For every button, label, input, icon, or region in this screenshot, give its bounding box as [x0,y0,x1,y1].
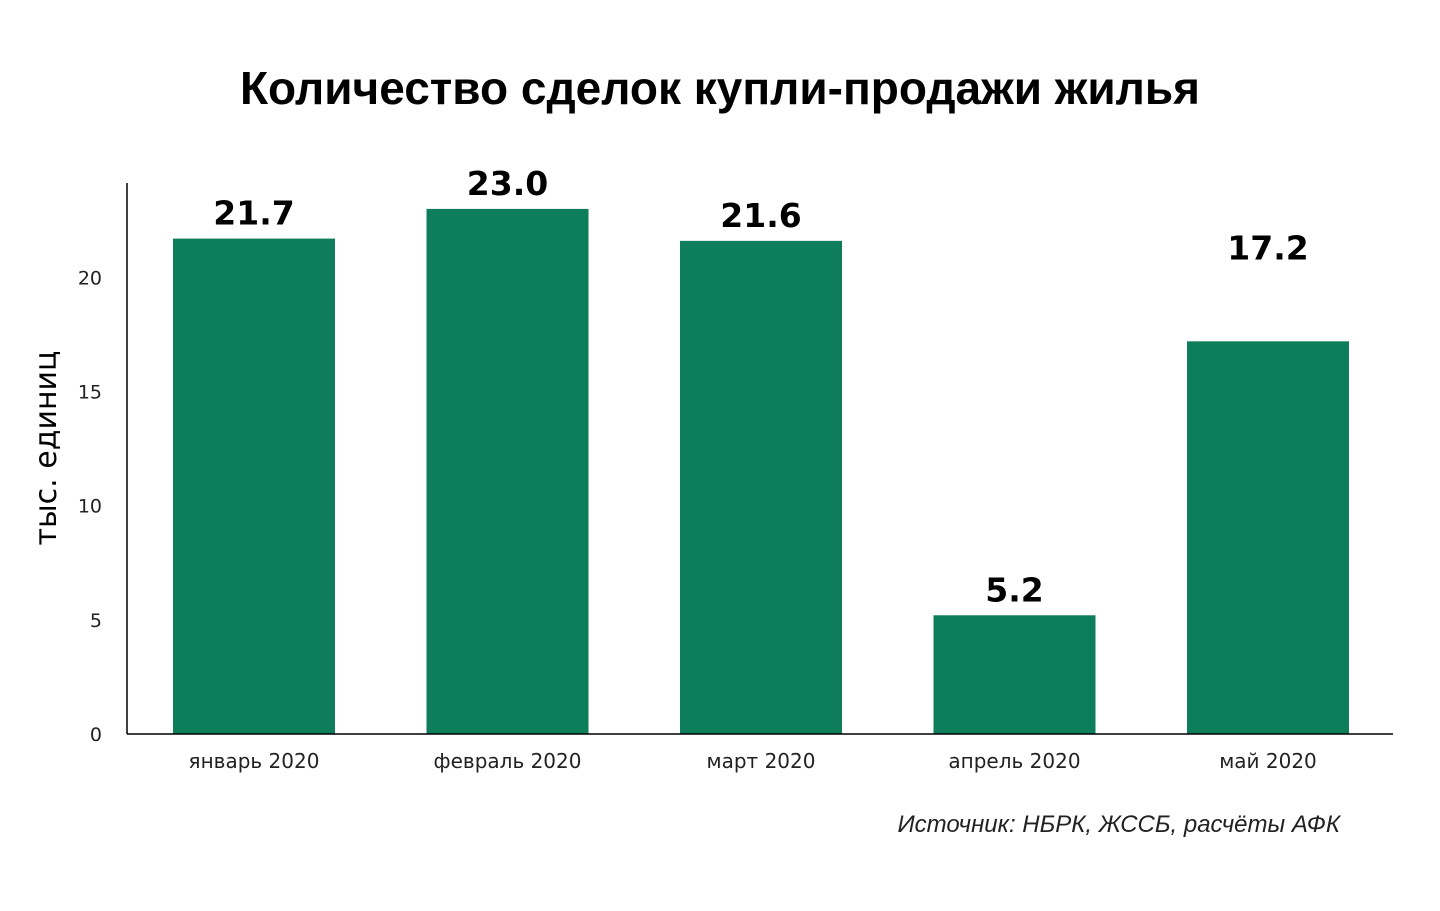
x-tick-label: январь 2020 [189,749,320,773]
value-labels: 21.7 23.0 21.6 5.2 17.2 [213,164,1308,609]
bar-value-label: 21.7 [213,194,294,233]
chart-title: Количество сделок купли-продажи жилья [240,62,1200,114]
x-tick-label: февраль 2020 [434,749,582,773]
y-tick-label: 15 [78,382,102,404]
y-tick-label: 20 [78,267,102,289]
bar-value-label: 23.0 [467,164,548,203]
source-note: Источник: НБРК, ЖССБ, расчёты АФК [898,811,1342,838]
bar-value-label: 17.2 [1227,228,1308,267]
x-tick-label: май 2020 [1219,749,1317,773]
bar [173,238,335,735]
bar [1187,341,1349,734]
x-axis-ticks: январь 2020 февраль 2020 март 2020 апрель 2… [189,749,1317,773]
y-tick-label: 10 [78,496,102,518]
y-axis-ticks: 0 5 10 15 20 [78,267,102,746]
bar-value-label: 21.6 [720,196,801,235]
x-tick-label: март 2020 [707,749,816,773]
bar [933,615,1096,734]
bar [426,208,589,734]
bars [173,208,1349,735]
y-axis-label: тыс. единиц [29,351,64,546]
x-tick-label: апрель 2020 [948,749,1080,773]
y-tick-label: 0 [90,724,102,746]
y-tick-label: 5 [90,610,102,632]
bar [680,240,842,734]
bar-value-label: 5.2 [985,570,1043,609]
